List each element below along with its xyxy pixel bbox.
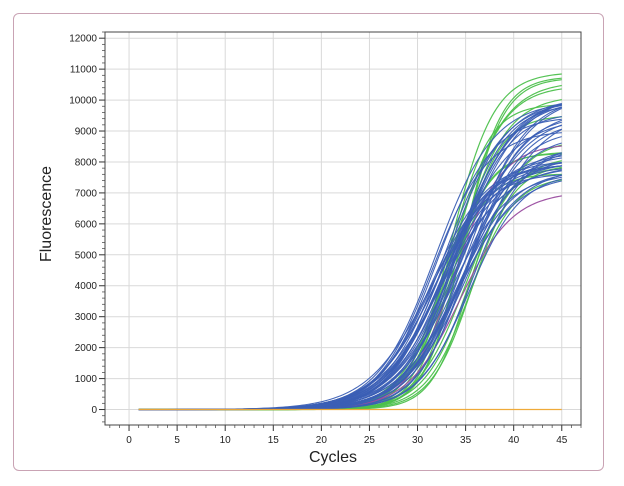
- chart-card: 0 5 10 15 20 25 30 35 40 45 0 1000 2000 3000 4000 5000 6…: [13, 13, 604, 471]
- x-tick-label: 20: [316, 435, 328, 446]
- x-tick-label: 25: [364, 435, 376, 446]
- y-tick-label: 4000: [75, 281, 98, 292]
- y-tick-label: 12000: [69, 34, 97, 45]
- y-tick-label: 3000: [75, 312, 98, 323]
- y-tick-label: 0: [91, 405, 97, 416]
- amplification-chart: 0 5 10 15 20 25 30 35 40 45 0 1000 2000 3000 4000 5000 6…: [38, 31, 582, 466]
- x-tick-label: 45: [556, 435, 568, 446]
- y-tick-label: 10000: [69, 96, 97, 107]
- x-tick-label: 30: [412, 435, 424, 446]
- x-tick-label: 5: [174, 435, 180, 446]
- y-tick-label: 1000: [75, 374, 98, 385]
- y-tick-label: 5000: [75, 250, 98, 261]
- y-tick-label: 8000: [75, 157, 98, 168]
- x-axis-title: Cycles: [309, 449, 357, 466]
- y-tick-label: 6000: [75, 219, 98, 230]
- plot-frame: [104, 31, 582, 426]
- plot-background: [105, 32, 581, 425]
- x-tick-label: 40: [508, 435, 520, 446]
- x-tick-label: 15: [268, 435, 280, 446]
- x-tick-label: 0: [126, 435, 132, 446]
- y-axis-title: Fluorescence: [38, 166, 55, 262]
- x-tick-label: 35: [460, 435, 472, 446]
- y-tick-label: 11000: [70, 65, 98, 76]
- y-tick-label: 2000: [75, 343, 98, 354]
- y-tick-label: 7000: [75, 188, 98, 199]
- x-tick-label: 10: [220, 435, 232, 446]
- y-tick-label: 9000: [75, 127, 98, 138]
